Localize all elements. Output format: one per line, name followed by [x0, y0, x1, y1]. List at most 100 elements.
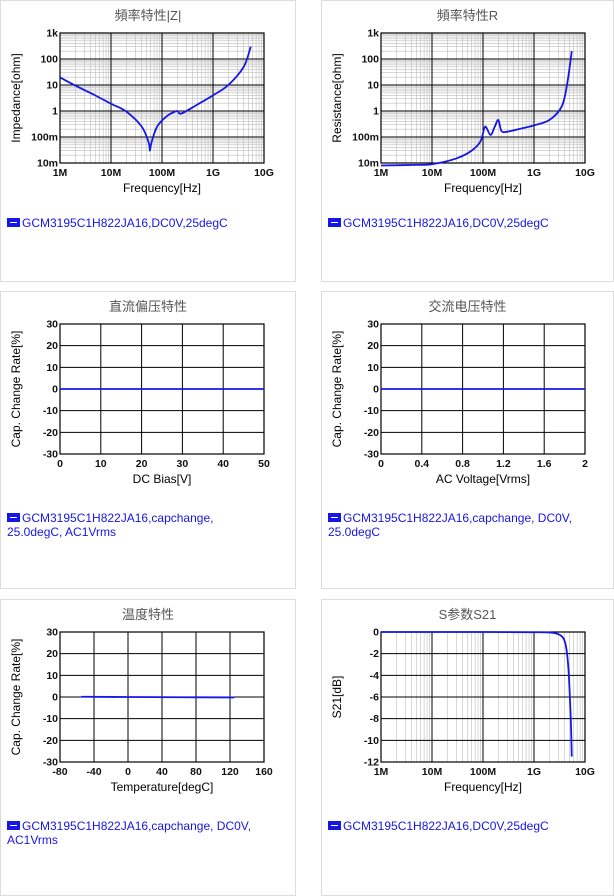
x-tick-label: 10	[95, 458, 107, 470]
x-tick-label: 10G	[575, 766, 595, 778]
y-tick-label: -10	[364, 735, 379, 747]
legend-label: GCM3195C1H822JA16,capchange, 25.0degC, A…	[7, 511, 214, 539]
y-tick-label: 10m	[358, 158, 379, 170]
y-axis-label: Cap. Change Rate[%]	[9, 639, 23, 756]
x-tick-label: 1M	[53, 167, 68, 179]
chart-title: 温度特性	[121, 607, 174, 622]
legend-label: GCM3195C1H822JA16,capchange, DC0V, AC1Vr…	[7, 819, 252, 847]
y-tick-label: 1k	[46, 28, 58, 40]
y-tick-label: -10	[364, 405, 379, 417]
y-tick-label: 100m	[31, 132, 58, 144]
y-tick-label: 10	[367, 362, 379, 374]
dc-bias-chart: 0 10 20 30 40 50 -30 -20 -10 0 10 20 30 DC Bias[V] Cap…	[9, 319, 270, 487]
x-tick-label: 1.6	[537, 458, 552, 470]
y-tick-label: -4	[370, 670, 379, 682]
x-tick-label: 10M	[101, 167, 122, 179]
series-line	[59, 46, 252, 152]
x-tick-label: 120	[221, 766, 239, 778]
x-tick-label: 0	[57, 458, 63, 470]
y-tick-label: -30	[364, 449, 379, 461]
x-axis-label: Frequency[Hz]	[444, 780, 522, 794]
y-tick-label: 20	[46, 340, 58, 352]
chart-title: 頻率特性R	[436, 8, 499, 23]
x-tick-label: 80	[190, 766, 202, 778]
chart-title: 直流偏压特性	[108, 299, 187, 314]
y-tick-label: 10	[46, 362, 58, 374]
y-tick-label: 30	[367, 319, 379, 331]
x-tick-label: 1G	[527, 167, 541, 179]
legend-item: GCM3195C1H822JA16,DC0V,25degC	[328, 819, 608, 833]
chart-panel-temperature: 温度特性 -80 -40 0 40 80 120 160 -30 -20 -10 0 10 20 30 Te…	[0, 599, 296, 896]
x-tick-label: 100M	[470, 766, 497, 778]
legend-swatch-icon	[328, 218, 341, 227]
impedance-chart: 1M 10M 100M 1G 10G 10m 100m 1 10 100 1k Frequency[H…	[9, 28, 274, 196]
plot-frame	[59, 32, 265, 164]
x-tick-label: 10G	[575, 167, 595, 179]
legend-swatch-icon	[328, 513, 341, 522]
y-axis-label: Impedance[ohm]	[9, 53, 23, 142]
y-tick-label: -6	[370, 692, 379, 704]
chart-title: S参数S21	[438, 607, 497, 622]
x-tick-label: -80	[52, 766, 67, 778]
legend-item: GCM3195C1H822JA16,DC0V,25degC	[7, 216, 287, 230]
y-tick-label: 0	[52, 384, 58, 396]
series-line	[380, 631, 573, 757]
x-tick-label: 10M	[422, 766, 443, 778]
plot-frame	[59, 631, 265, 763]
legend-swatch-icon	[7, 821, 20, 830]
legend-item: GCM3195C1H822JA16,DC0V,25degC	[328, 216, 608, 230]
x-tick-label: 0	[125, 766, 131, 778]
y-tick-label: 10	[46, 80, 58, 92]
x-tick-label: 160	[255, 766, 273, 778]
ac-voltage-chart: 0 0.4 0.8 1.2 1.6 2 -30 -20 -10 0 10 20 30 AC Voltage…	[330, 319, 588, 487]
y-tick-label: -30	[43, 757, 58, 769]
y-tick-label: 10	[367, 80, 379, 92]
x-tick-label: 20	[136, 458, 148, 470]
y-tick-label: 20	[46, 648, 58, 660]
x-axis-label: Frequency[Hz]	[444, 181, 522, 195]
y-axis-label: S21[dB]	[330, 676, 344, 719]
x-tick-label: 100M	[470, 167, 497, 179]
x-axis-label: AC Voltage[Vrms]	[436, 472, 530, 486]
x-tick-label: -40	[86, 766, 101, 778]
x-tick-label: 1.2	[496, 458, 511, 470]
chart-title: 頻率特性|Z|	[114, 8, 182, 23]
chart-panel-s21: S参数S21 1M 10M 100M 1G 10G -12 -10 -8 -6 -4 -2 0 Freq…	[321, 599, 614, 896]
x-tick-label: 1M	[374, 167, 389, 179]
y-tick-label: 100m	[352, 132, 379, 144]
y-tick-label: 10m	[37, 158, 58, 170]
y-axis-label: Resistance[ohm]	[330, 53, 344, 142]
y-tick-label: -20	[43, 735, 58, 747]
y-tick-label: -12	[364, 757, 379, 769]
y-tick-label: 20	[367, 340, 379, 352]
y-tick-label: -8	[370, 713, 379, 725]
plot-frame	[380, 32, 586, 164]
resistance-chart: 1M 10M 100M 1G 10G 10m 100m 1 10 100 1k Frequency[H…	[330, 28, 595, 196]
chart-panel-ac-voltage: 交流电压特性 0 0.4 0.8 1.2 1.6 2 -30 -20 -10 0 10 20 30 AC …	[321, 291, 614, 589]
x-tick-label: 100M	[149, 167, 176, 179]
temperature-chart: -80 -40 0 40 80 120 160 -30 -20 -10 0 10 20 30 Tempera…	[9, 627, 273, 795]
chart-panel-dc-bias: 直流偏压特性 0 10 20 30 40 50 -30 -20 -10 0 10 20 30 DC Bia…	[0, 291, 296, 589]
y-tick-label: 30	[46, 319, 58, 331]
x-tick-label: 10G	[254, 167, 274, 179]
x-axis-label: DC Bias[V]	[133, 472, 192, 486]
y-axis-label: Cap. Change Rate[%]	[330, 331, 344, 448]
chart-title: 交流电压特性	[428, 299, 507, 314]
y-tick-label: 30	[46, 627, 58, 639]
y-tick-label: 1	[373, 106, 379, 118]
x-tick-label: 1M	[374, 766, 389, 778]
s21-chart: 1M 10M 100M 1G 10G -12 -10 -8 -6 -4 -2 0 Frequency[H…	[330, 627, 595, 795]
y-tick-label: 0	[373, 384, 379, 396]
x-axis-label: Frequency[Hz]	[123, 181, 201, 195]
legend-item: GCM3195C1H822JA16,capchange, 25.0degC, A…	[7, 511, 257, 539]
legend-swatch-icon	[328, 821, 341, 830]
y-tick-label: -20	[364, 427, 379, 439]
legend-swatch-icon	[7, 218, 20, 227]
y-tick-label: 10	[46, 670, 58, 682]
y-tick-label: 0	[52, 692, 58, 704]
y-tick-label: -30	[43, 449, 58, 461]
y-tick-label: -10	[43, 405, 58, 417]
y-tick-label: 100	[361, 54, 379, 66]
x-tick-label: 2	[582, 458, 588, 470]
series-line	[81, 695, 235, 699]
